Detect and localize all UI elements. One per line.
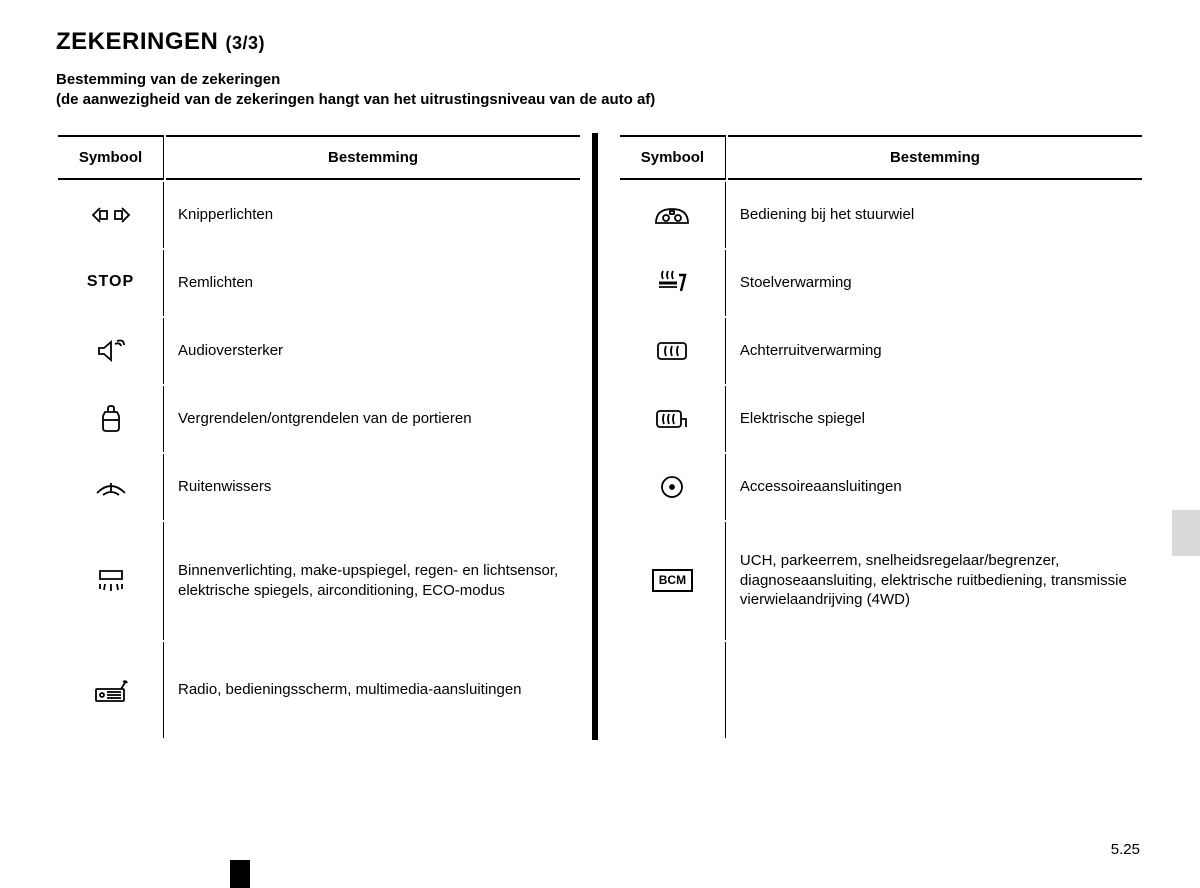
table-row bbox=[620, 642, 1142, 738]
fuse-table-left: Symbool Bestemming Knipperlichten STOP bbox=[56, 133, 582, 740]
mirror-heat-icon bbox=[620, 386, 726, 452]
seat-heater-icon bbox=[620, 250, 726, 316]
bcm-icon: BCM bbox=[620, 522, 726, 640]
door-lock-icon bbox=[58, 386, 164, 452]
table-row: Accessoireaansluitingen bbox=[620, 454, 1142, 520]
row-label: Elektrische spiegel bbox=[728, 386, 1142, 452]
header-symbol: Symbool bbox=[620, 135, 726, 180]
table-row: Achterruitverwarming bbox=[620, 318, 1142, 384]
wipers-icon bbox=[58, 454, 164, 520]
row-label: Remlichten bbox=[166, 250, 580, 316]
thumb-tab bbox=[1172, 510, 1200, 556]
stop-icon: STOP bbox=[58, 250, 164, 316]
title-main: ZEKERINGEN bbox=[56, 28, 218, 55]
gutter-mark bbox=[230, 860, 250, 888]
table-row: Ruitenwissers bbox=[58, 454, 580, 520]
subtitle-line-1: Bestemming van de zekeringen bbox=[56, 70, 1144, 90]
page-number: 5.25 bbox=[1111, 841, 1140, 858]
table-row: Bediening bij het stuurwiel bbox=[620, 182, 1142, 248]
subtitle: Bestemming van de zekeringen (de aanwezi… bbox=[56, 70, 1144, 111]
rear-defrost-icon bbox=[620, 318, 726, 384]
table-row: STOP Remlichten bbox=[58, 250, 580, 316]
title-counter: (3/3) bbox=[226, 33, 266, 53]
row-label: Accessoireaansluitingen bbox=[728, 454, 1142, 520]
turn-signals-icon bbox=[58, 182, 164, 248]
table-row: Knipperlichten bbox=[58, 182, 580, 248]
table-row: Binnenverlichting, make-upspiegel, regen… bbox=[58, 522, 580, 640]
header-destination: Bestemming bbox=[728, 135, 1142, 180]
fuse-table-right: Symbool Bestemming Bediening bij het stu bbox=[618, 133, 1144, 740]
header-destination: Bestemming bbox=[166, 135, 580, 180]
tables-container: Symbool Bestemming Knipperlichten STOP bbox=[56, 133, 1144, 740]
row-label: Knipperlichten bbox=[166, 182, 580, 248]
table-row: Vergrendelen/ontgrendelen van de portier… bbox=[58, 386, 580, 452]
vertical-divider bbox=[592, 133, 598, 740]
subtitle-line-2: (de aanwezigheid van de zekeringen hangt… bbox=[56, 90, 1144, 110]
row-label: Stoelverwarming bbox=[728, 250, 1142, 316]
manual-page: ZEKERINGEN (3/3) Bestemming van de zeker… bbox=[0, 0, 1200, 888]
accessory-socket-icon bbox=[620, 454, 726, 520]
table-row: Elektrische spiegel bbox=[620, 386, 1142, 452]
radio-icon bbox=[58, 642, 164, 738]
row-label: Audioversterker bbox=[166, 318, 580, 384]
audio-amp-icon bbox=[58, 318, 164, 384]
row-label: Binnenverlichting, make-upspiegel, regen… bbox=[166, 522, 580, 640]
table-row: Audioversterker bbox=[58, 318, 580, 384]
row-label: Vergrendelen/ontgrendelen van de portier… bbox=[166, 386, 580, 452]
row-label: Bediening bij het stuurwiel bbox=[728, 182, 1142, 248]
table-row: BCM UCH, parkeerrem, snelheidsregelaar/b… bbox=[620, 522, 1142, 640]
interior-light-icon bbox=[58, 522, 164, 640]
row-label: Ruitenwissers bbox=[166, 454, 580, 520]
table-row: Stoelverwarming bbox=[620, 250, 1142, 316]
page-title: ZEKERINGEN (3/3) bbox=[56, 28, 1144, 56]
row-label: Achterruitverwarming bbox=[728, 318, 1142, 384]
row-label: Radio, bedieningsscherm, multimedia-aans… bbox=[166, 642, 580, 738]
row-label: UCH, parkeerrem, snelheidsregelaar/begre… bbox=[728, 522, 1142, 640]
header-symbol: Symbool bbox=[58, 135, 164, 180]
steering-controls-icon bbox=[620, 182, 726, 248]
table-row: Radio, bedieningsscherm, multimedia-aans… bbox=[58, 642, 580, 738]
